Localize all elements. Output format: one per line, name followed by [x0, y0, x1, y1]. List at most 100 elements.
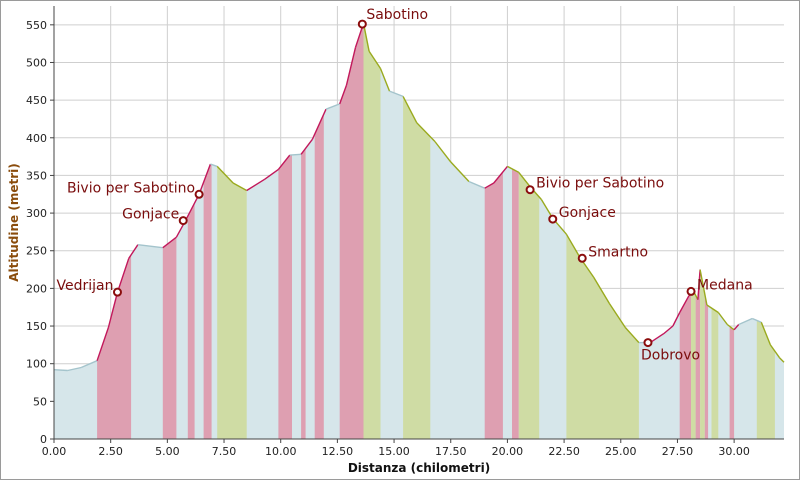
profile-segment [484, 182, 495, 189]
profile-segment [752, 317, 762, 323]
profile-segment [565, 233, 581, 258]
uphill-band [339, 23, 364, 440]
uphill-band [314, 114, 324, 439]
x-tick-label: 7.50 [212, 445, 237, 458]
profile-segment [116, 258, 130, 293]
x-tick-label: 2.50 [98, 445, 123, 458]
uphill-band [97, 254, 132, 439]
profile-segment [717, 312, 728, 325]
downhill-band [518, 172, 540, 439]
profile-segment [592, 276, 611, 304]
uphill-band [203, 164, 212, 439]
profile-segment [184, 193, 200, 221]
axes: 0 50 100 150 200 250 300 350 400 450 500 550 0.00 2.5… [26, 6, 784, 458]
profile-segment [162, 236, 177, 249]
profile-segment [726, 323, 735, 331]
y-tick-label: 350 [26, 169, 47, 182]
profile-segment [264, 168, 279, 180]
uphill-band [278, 155, 292, 439]
profile-segment [706, 304, 719, 314]
uphill-band [704, 293, 709, 439]
waypoint-label: Sabotino [366, 7, 428, 23]
profile-segment [80, 360, 98, 369]
y-tick-label: 200 [26, 282, 47, 295]
x-tick-label: 25.00 [605, 445, 637, 458]
y-tick-label: 550 [26, 19, 47, 32]
x-tick-label: 20.00 [492, 445, 524, 458]
downhill-band [700, 269, 705, 439]
profile-segment [608, 303, 626, 328]
profile-segment [325, 103, 340, 110]
profile-segment [210, 163, 218, 168]
waypoint-marker [525, 185, 535, 195]
profile-segment [289, 153, 302, 156]
uphill-band [162, 237, 177, 439]
profile-segment [760, 322, 772, 346]
profile-segment [699, 269, 708, 306]
profile-segment [450, 161, 470, 182]
waypoint-marker [357, 19, 367, 29]
profile-segment [311, 108, 327, 140]
profile-segment [402, 96, 418, 124]
profile-segment [493, 165, 508, 184]
downhill-band [363, 23, 381, 440]
waypoint-label: Bivio per Sabotino [67, 180, 195, 196]
waypoint-label: Smartno [588, 244, 648, 260]
profile-segment [96, 327, 110, 361]
waypoint-label: Dobrovo [641, 348, 700, 364]
waypoint-label: Medana [697, 277, 753, 293]
downhill-band [756, 320, 775, 439]
x-tick-label: 10.00 [265, 445, 297, 458]
x-tick-label: 17.50 [435, 445, 467, 458]
x-tick-label: 12.50 [322, 445, 354, 458]
profile-segment [368, 50, 382, 69]
profile-segment [232, 182, 248, 192]
y-tick-label: 450 [26, 94, 47, 107]
elevation-line [53, 23, 785, 372]
x-tick-label: 5.00 [155, 445, 180, 458]
y-tick-label: 400 [26, 132, 47, 145]
y-tick-label: 100 [26, 358, 47, 371]
profile-segment [649, 333, 665, 344]
profile-segment [769, 344, 781, 359]
waypoint-marker [194, 189, 204, 199]
x-tick-label: 0.00 [42, 445, 67, 458]
y-tick-label: 300 [26, 207, 47, 220]
uphill-band [484, 171, 503, 439]
profile-segment [434, 141, 452, 163]
profile-segment [624, 327, 640, 344]
waypoint-marker [643, 338, 653, 348]
profile-segment [468, 180, 485, 189]
downhill-band [711, 308, 719, 439]
profile-segment [198, 163, 212, 195]
profile-segment [416, 122, 436, 142]
waypoint-marker [178, 216, 188, 226]
uphill-band [695, 269, 701, 439]
profile-segment [733, 324, 740, 331]
profile-segment [518, 171, 531, 188]
x-axis-title: Distanza (chilometri) [348, 461, 490, 475]
y-tick-label: 250 [26, 245, 47, 258]
profile-segment [389, 90, 404, 98]
uphill-band [512, 168, 519, 440]
profile-segment [663, 325, 674, 335]
uphill-band [679, 293, 691, 439]
uphill-band [729, 326, 735, 439]
waypoint-label: Gonjace [559, 205, 616, 221]
y-axis-title: Altitudine (metri) [7, 163, 21, 281]
gradient-bands [97, 23, 775, 440]
profile-segment [379, 68, 391, 92]
profile-segment [738, 317, 753, 326]
x-tick-label: 30.00 [718, 445, 750, 458]
profile-segment [277, 154, 291, 170]
profile-segment [345, 47, 357, 86]
y-tick-label: 150 [26, 320, 47, 333]
downhill-band [691, 290, 696, 439]
profile-segment [128, 244, 139, 259]
waypoint-marker [548, 214, 558, 224]
waypoint-label: Vedrijan [56, 278, 113, 294]
profile-segment [107, 292, 119, 328]
downhill-band [403, 96, 431, 440]
